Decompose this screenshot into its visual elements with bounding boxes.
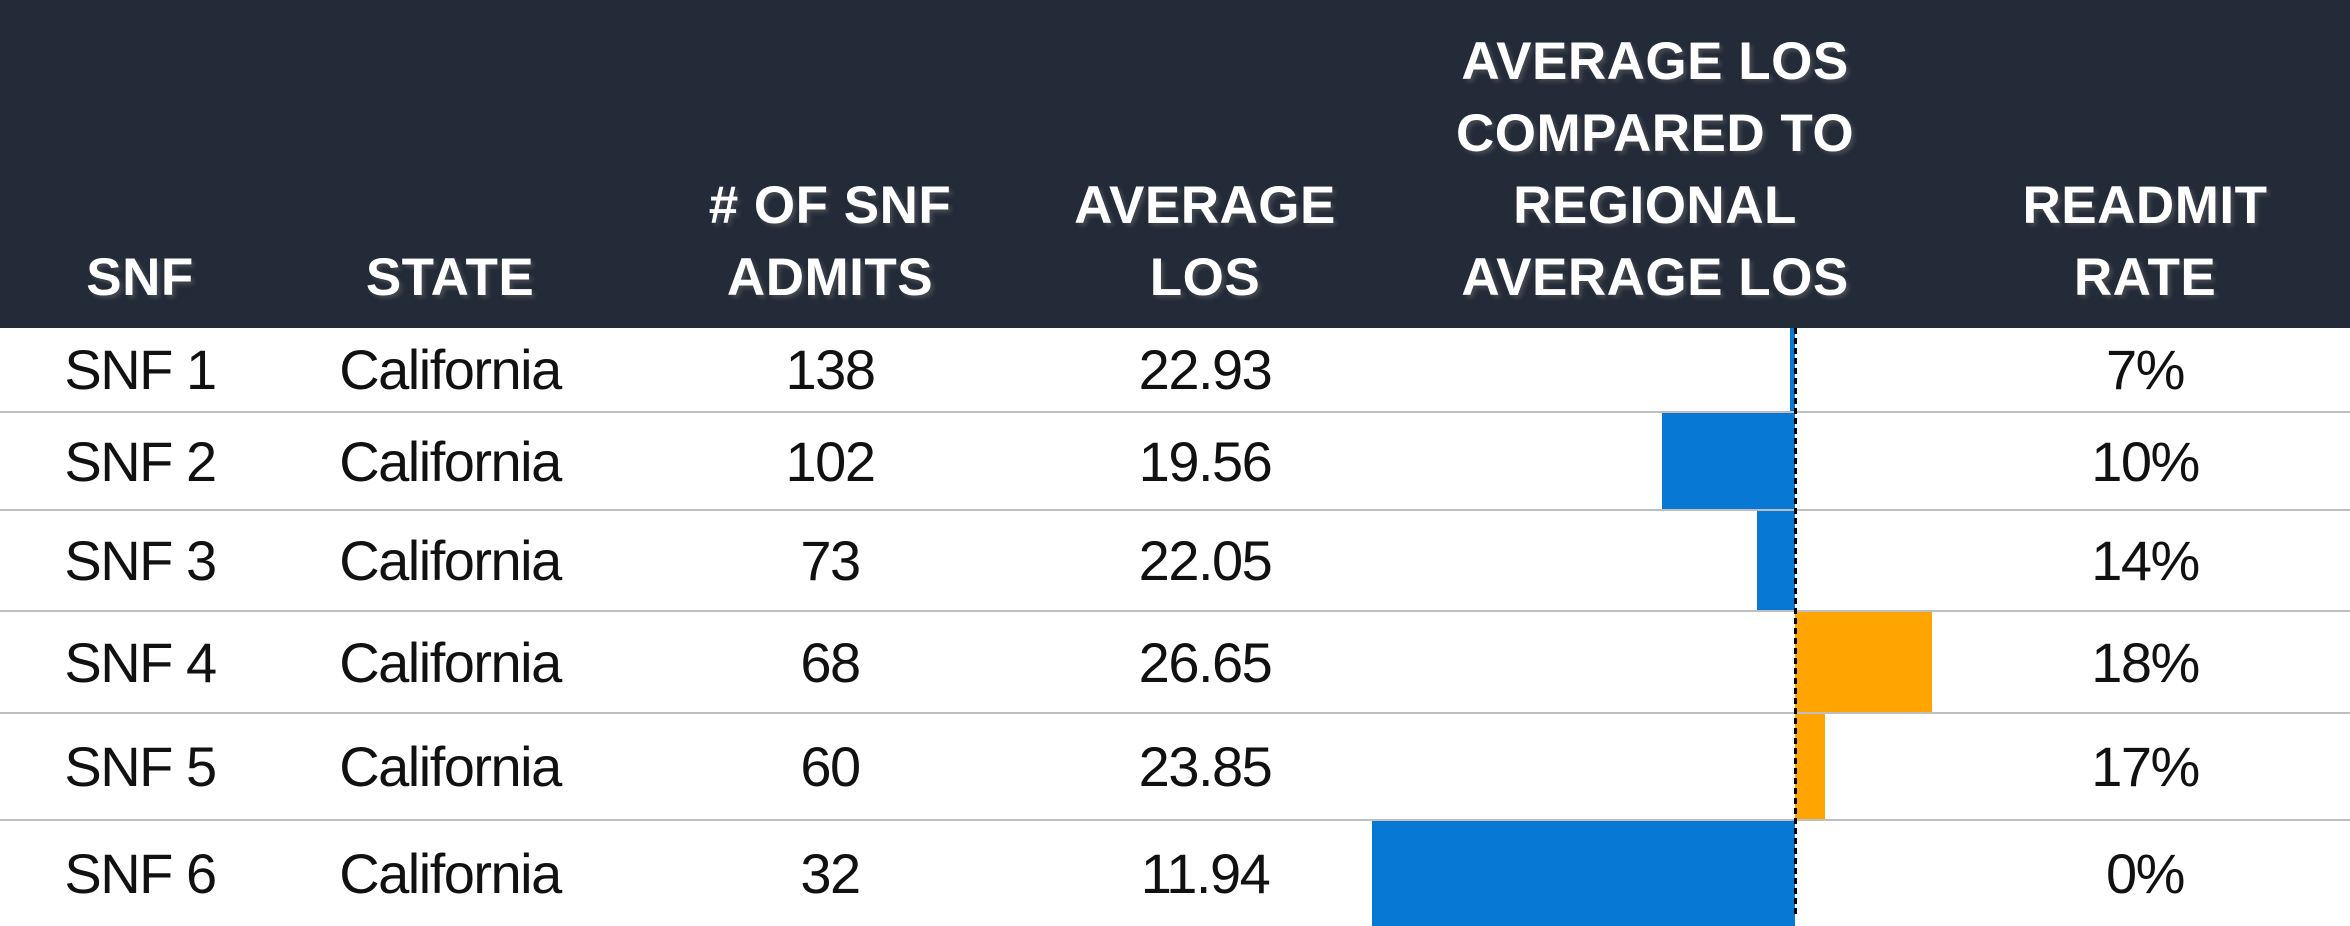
table-row: SNF 6 California 32 11.94 0%: [0, 819, 2350, 926]
cell-avg_los: 11.94: [1140, 842, 1271, 905]
cell-readmit-rate: 18%: [2091, 630, 2200, 694]
regional-average-axis-line: [1794, 328, 1797, 918]
column-header-line: REGIONAL: [1513, 176, 1797, 235]
cell-snf: SNF 3: [64, 529, 217, 592]
column-header-line: AVERAGE LOS: [1461, 32, 1849, 91]
los-deviation-bar: [1662, 413, 1795, 509]
cell-readmit-rate: 7%: [2106, 338, 2185, 401]
cell-admits: 68: [800, 630, 861, 694]
column-header-line: ADMITS: [726, 248, 934, 307]
table-row: SNF 4 California 68 26.65 18%: [0, 610, 2350, 712]
column-header-line: STATE: [365, 248, 535, 307]
column-header-admits: # OF SNF ADMITS: [620, 0, 1040, 328]
cell-avg_los: 23.85: [1138, 735, 1273, 798]
cell-readmit-rate: 10%: [2091, 429, 2200, 493]
column-header-line: SNF: [86, 248, 194, 307]
cell-avg_los: 22.05: [1138, 529, 1273, 592]
cell-state: California: [339, 735, 562, 798]
los-deviation-bar: [1790, 328, 1795, 411]
cell-los-vs-regional: [1370, 413, 1940, 509]
cell-los-vs-regional: [1370, 714, 1940, 819]
los-deviation-bar: [1372, 821, 1795, 926]
column-header-state: STATE: [280, 0, 620, 328]
cell-snf: SNF 1: [64, 338, 217, 401]
los-deviation-bar: [1795, 714, 1825, 819]
cell-state: California: [339, 529, 562, 592]
cell-state: California: [339, 338, 562, 401]
column-header-line: # OF SNF: [708, 176, 952, 235]
column-header-snf: SNF: [0, 0, 280, 328]
cell-readmit-rate: 17%: [2091, 735, 2200, 798]
table-header-row: SNF STATE # OF SNF ADMITS AVERAGE LOS AVERAGE …: [0, 0, 2350, 328]
cell-state: California: [339, 842, 562, 905]
cell-los-vs-regional: [1370, 612, 1940, 712]
column-header-line: READMIT: [2022, 176, 2268, 235]
cell-los-vs-regional: [1370, 821, 1940, 926]
cell-admits: 138: [785, 338, 876, 401]
table-row: SNF 2 California 102 19.56 10%: [0, 411, 2350, 509]
cell-snf: SNF 4: [64, 630, 217, 694]
column-header-los_vs_regional: AVERAGE LOS COMPARED TO REGIONAL AVERAGE LO…: [1370, 0, 1940, 328]
los-deviation-bar: [1795, 612, 1932, 712]
cell-admits: 32: [800, 842, 861, 905]
table-row: SNF 5 California 60 23.85 17%: [0, 712, 2350, 819]
cell-state: California: [339, 630, 562, 694]
los-deviation-bar: [1757, 511, 1795, 610]
cell-avg_los: 19.56: [1138, 429, 1273, 493]
cell-admits: 60: [800, 735, 861, 798]
cell-avg_los: 26.65: [1138, 630, 1273, 694]
table-body: SNF 1 California 138 22.93 7% SNF 2 California…: [0, 328, 2350, 926]
cell-snf: SNF 6: [64, 842, 217, 905]
cell-snf: SNF 2: [64, 429, 217, 493]
cell-readmit-rate: 14%: [2091, 529, 2200, 592]
cell-los-vs-regional: [1370, 511, 1940, 610]
column-header-avg_los: AVERAGE LOS: [1040, 0, 1370, 328]
column-header-readmit_rate: READMIT RATE: [1940, 0, 2350, 328]
column-header-line: AVERAGE LOS: [1461, 248, 1849, 307]
cell-admits: 102: [785, 429, 876, 493]
table-row: SNF 3 California 73 22.05 14%: [0, 509, 2350, 610]
cell-los-vs-regional: [1370, 328, 1940, 411]
column-header-line: RATE: [2073, 248, 2217, 307]
column-header-line: AVERAGE: [1074, 176, 1336, 235]
cell-state: California: [339, 429, 562, 493]
column-header-line: LOS: [1149, 248, 1261, 307]
table-row: SNF 1 California 138 22.93 7%: [0, 328, 2350, 411]
cell-admits: 73: [800, 529, 861, 592]
cell-avg_los: 22.93: [1138, 338, 1273, 401]
cell-snf: SNF 5: [64, 735, 217, 798]
cell-readmit-rate: 0%: [2106, 842, 2185, 905]
column-header-line: COMPARED TO: [1455, 104, 1855, 163]
